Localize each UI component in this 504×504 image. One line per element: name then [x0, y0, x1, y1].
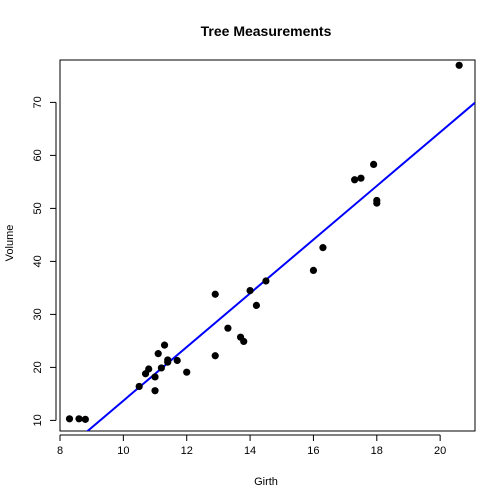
data-point [309, 266, 318, 275]
y-tick-label: 70 [32, 96, 44, 108]
data-point [151, 387, 159, 395]
x-axis: 8 10 12 14 16 18 20 [57, 434, 446, 457]
x-tick-label: 8 [57, 445, 63, 457]
data-point [81, 415, 89, 423]
data-point [262, 277, 270, 285]
data-point [319, 244, 327, 252]
data-point [224, 324, 232, 332]
data-point [211, 352, 219, 360]
data-point [252, 301, 261, 309]
y-tick-label: 30 [32, 308, 44, 320]
x-tick-label: 10 [117, 445, 129, 457]
y-axis-label: Volume [4, 225, 16, 262]
y-tick-label: 50 [32, 202, 44, 214]
x-tick-label: 14 [244, 445, 256, 457]
data-point [373, 199, 381, 207]
chart-title: Tree Measurements [201, 23, 332, 39]
data-points [65, 61, 463, 423]
data-point [173, 356, 181, 365]
data-point [75, 415, 83, 423]
data-point [370, 160, 378, 169]
data-point [135, 382, 143, 391]
plot-area-frame [59, 59, 476, 432]
y-tick-label: 20 [32, 361, 44, 373]
x-tick-label: 16 [307, 445, 319, 457]
data-point [240, 337, 248, 346]
y-axis: 10 20 30 40 50 60 70 [32, 96, 57, 427]
data-point [246, 286, 254, 295]
y-tick-label: 40 [32, 255, 44, 267]
data-point [145, 365, 153, 373]
data-point [211, 290, 219, 298]
data-point [154, 350, 162, 358]
data-point [65, 415, 74, 423]
data-point [357, 174, 365, 182]
data-point [160, 341, 169, 349]
data-point [351, 176, 359, 184]
x-tick-label: 12 [181, 445, 193, 457]
data-point [151, 373, 159, 381]
data-point [164, 356, 172, 364]
data-point [455, 61, 463, 69]
y-tick-label: 60 [32, 149, 44, 161]
x-axis-label: Girth [254, 476, 278, 488]
x-tick-label: 18 [371, 445, 383, 457]
data-point [183, 368, 191, 376]
x-tick-label: 20 [434, 445, 446, 457]
y-tick-label: 10 [32, 414, 44, 426]
data-point [157, 364, 165, 372]
